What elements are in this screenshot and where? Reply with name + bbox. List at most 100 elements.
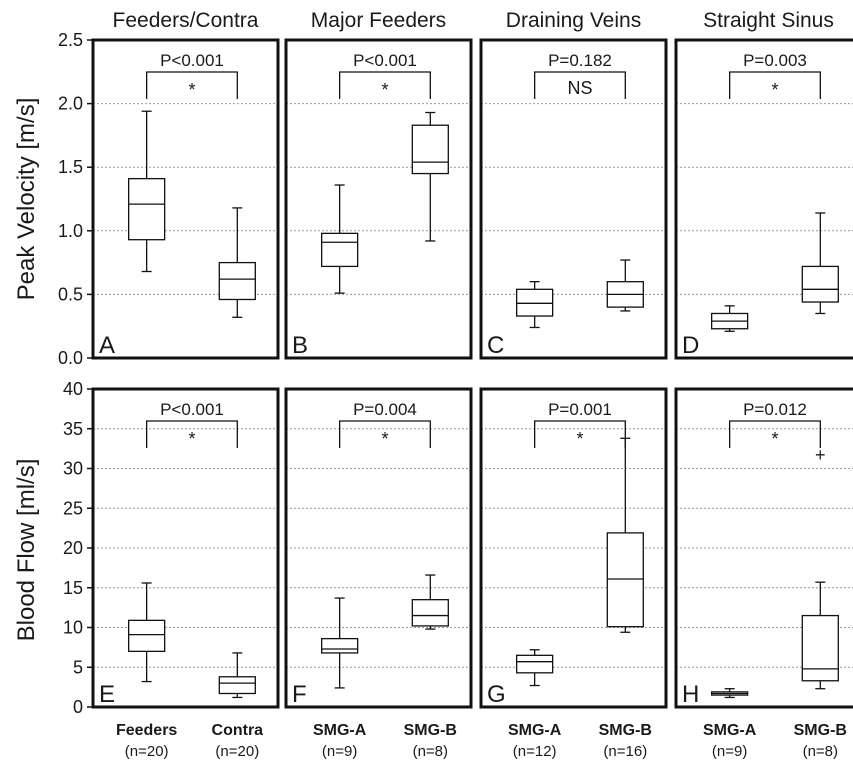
y-tick-label: 25 [63,498,83,518]
box-B-2 [411,111,449,242]
significance-bracket [729,71,821,99]
panel-G: P=0.001 * G [479,387,668,709]
y-tick-label: 2.0 [58,94,83,114]
box-E-1 [127,582,166,683]
y-tick-label: 15 [63,578,83,598]
panel-letter: D [682,332,699,359]
group-name: SMG-B [794,722,847,739]
significance-label: NS [567,78,592,98]
p-value-label: P=0.004 [353,400,417,419]
box-iqr [606,532,644,628]
p-value-label: P<0.001 [160,400,224,419]
significance-bracket [729,420,821,448]
significance-label: * [381,429,388,449]
box-H-1 [711,688,749,699]
group-name: SMG-A [313,722,367,739]
box-G-1 [516,649,554,687]
y-tick-label: 1.5 [58,157,83,177]
y-tick-label: 1.0 [58,221,83,241]
group-n: (n=20) [215,743,259,760]
box-iqr [801,265,839,303]
group-name: Contra [212,722,264,739]
panel-frame [479,387,668,709]
p-value-label: P=0.003 [743,51,807,70]
significance-bracket [146,420,238,448]
row-ylabel-bottom: Blood Flow [ml/s] [13,459,40,642]
box-G-2 [606,437,644,633]
panel-letter: C [487,332,504,359]
y-tick-label: 10 [63,618,83,638]
panel-frame [674,38,853,360]
group-n: (n=8) [413,743,448,760]
box-E-2 [218,652,256,699]
box-iqr [801,614,839,682]
box-iqr [320,637,359,654]
significance-bracket [146,71,238,99]
panel-letter: H [682,681,699,708]
p-value-label: P<0.001 [160,51,224,70]
box-iqr [127,619,166,652]
group-name: SMG-A [508,722,562,739]
column-title-4: Straight Sinus [703,9,834,32]
panel-letter: E [99,681,115,708]
significance-bracket [534,71,626,99]
box-F-1 [320,597,359,689]
significance-bracket [339,71,431,99]
box-C-2 [606,259,644,312]
panel-frame [284,38,473,360]
box-iqr [127,177,166,241]
panel-F: P=0.004 * F [284,387,473,709]
panel-letter: F [292,681,307,708]
panel-frame [479,38,668,360]
panel-frame [91,387,280,709]
box-D-1 [711,305,749,332]
significance-bracket [534,420,626,448]
group-name: Feeders [116,722,177,739]
group-n: (n=16) [603,743,647,760]
panel-A: P<0.001 * A [91,38,280,360]
panel-frame [674,387,853,709]
group-n: (n=8) [803,743,838,760]
panel-C: P=0.182 NS C [479,38,668,360]
group-name: SMG-A [703,722,757,739]
box-C-1 [516,281,554,329]
panel-B: P<0.001 * B [284,38,473,360]
significance-label: * [188,80,195,100]
panel-letter: B [292,332,308,359]
column-title-1: Feeders/Contra [113,9,259,32]
box-iqr [320,232,359,268]
y-tick-label: 40 [63,379,83,399]
box-iqr [218,676,256,695]
p-value-label: P=0.182 [548,51,612,70]
box-B-1 [320,184,359,294]
panel-H: + P=0.012 * H [674,387,853,709]
significance-label: * [576,429,583,449]
box-A-2 [218,207,256,318]
group-name: SMG-B [599,722,652,739]
box-F-2 [411,574,449,630]
y-tick-label: 0.5 [58,284,83,304]
group-name: SMG-B [404,722,457,739]
group-n: (n=12) [513,743,557,760]
y-tick-label: 20 [63,538,83,558]
box-iqr [516,654,554,674]
y-tick-label: 0 [73,697,83,717]
y-tick-label: 0.0 [58,348,83,368]
significance-label: * [771,80,778,100]
significance-label: * [771,429,778,449]
box-H-2: + [801,445,839,690]
group-n: (n=20) [125,743,169,760]
p-value-label: P=0.001 [548,400,612,419]
column-title-3: Draining Veins [506,9,641,32]
p-value-label: P<0.001 [353,51,417,70]
panel-frame [284,387,473,709]
p-value-label: P=0.012 [743,400,807,419]
box-A-1 [127,110,166,273]
panel-D: P=0.003 * D [674,38,853,360]
significance-label: * [188,429,195,449]
significance-bracket [339,420,431,448]
y-tick-label: 5 [73,657,83,677]
row-ylabel-top: Peak Velocity [m/s] [13,98,40,301]
y-tick-label: 35 [63,419,83,439]
